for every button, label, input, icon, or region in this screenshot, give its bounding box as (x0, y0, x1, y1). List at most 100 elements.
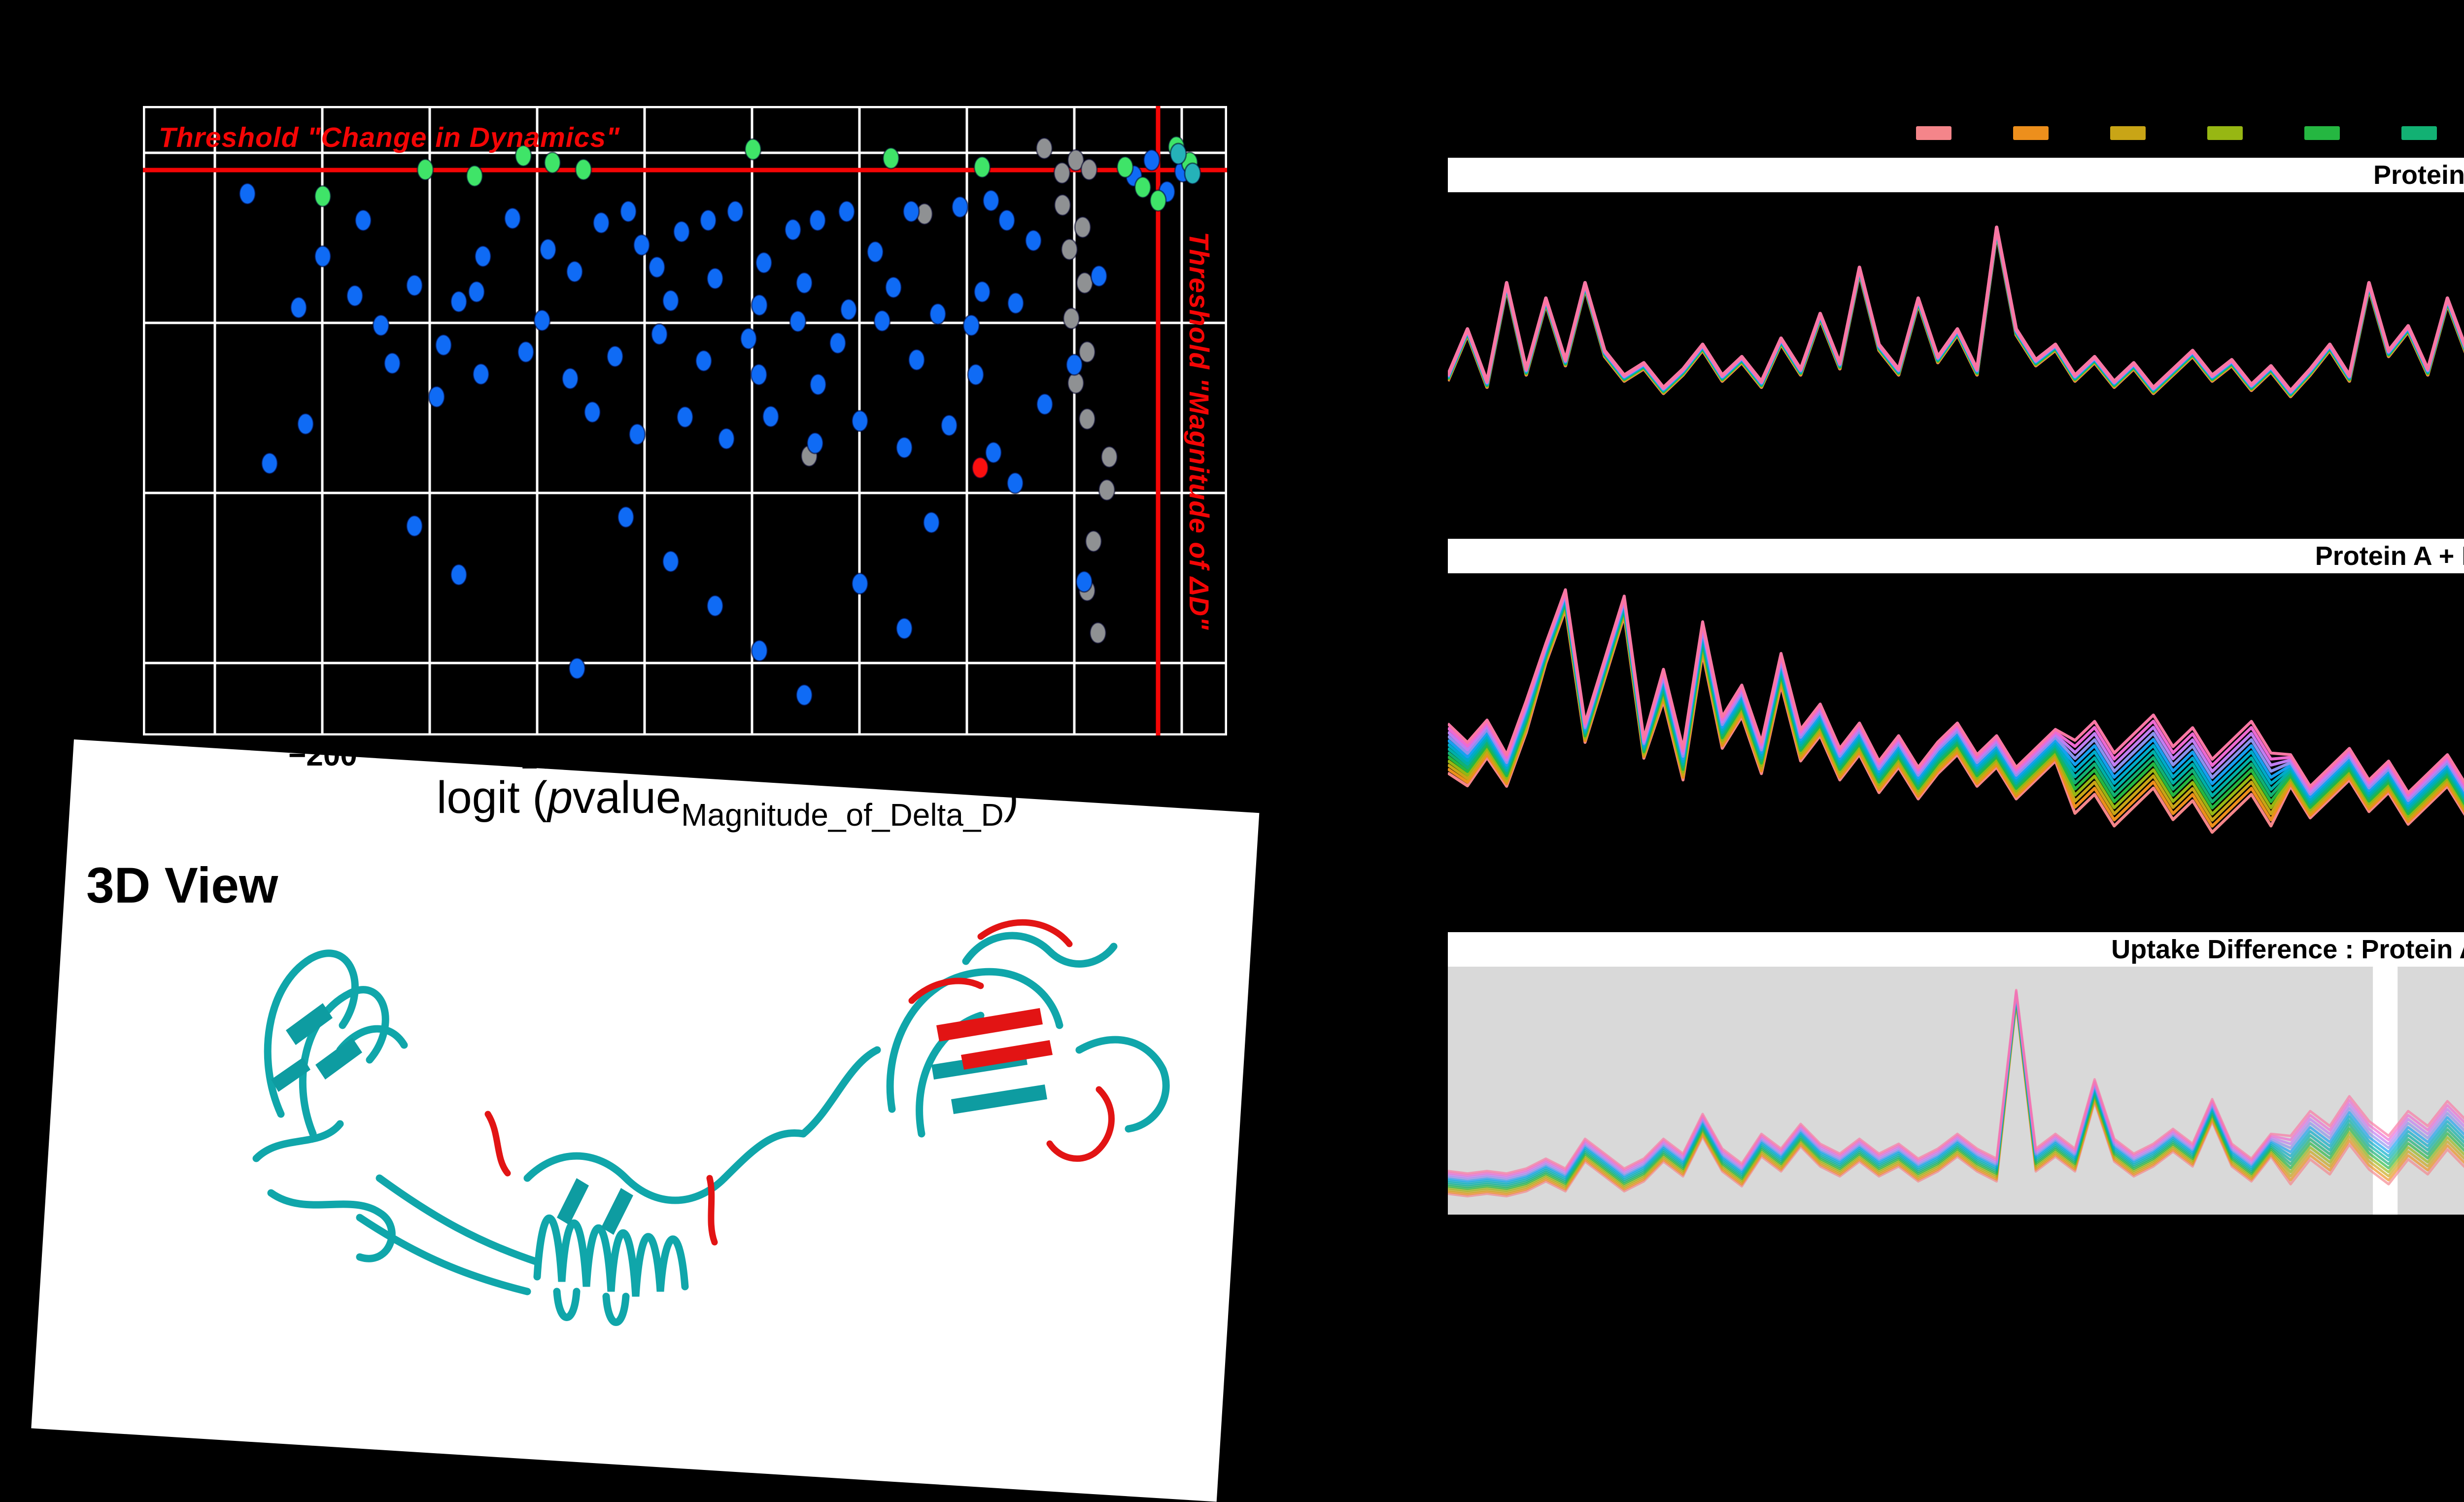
scatter-point-blue (751, 639, 768, 662)
volcano-plot[interactable] (143, 106, 1227, 735)
scatter-point-blue (789, 310, 807, 333)
scatter-point-blue (428, 385, 445, 408)
ribbon-strand-teal (267, 1189, 396, 1262)
threshold-dynamics-label: Threshold "Change in Dynamics" (159, 122, 620, 153)
scatter-point-blue (962, 314, 980, 337)
scatter-point-blue (1075, 570, 1093, 593)
scatter-point-green (744, 138, 762, 161)
scatter-point-blue (929, 303, 947, 325)
scatter-point-blue (383, 352, 401, 375)
ribbon-strand-red (706, 1175, 718, 1246)
scatter-point-blue (450, 563, 468, 586)
scatter-point-gray (1053, 162, 1071, 184)
scatter-point-red (971, 456, 989, 479)
protein-a-ligand-chart[interactable] (1448, 574, 2464, 891)
legend-swatch-4[interactable] (2207, 126, 2243, 140)
scatter-point-blue (885, 276, 902, 299)
legend-swatch-3[interactable] (2110, 126, 2146, 140)
protein-ribbon[interactable] (212, 902, 1266, 1339)
ribbon-sheet-teal (286, 1003, 333, 1045)
scatter-point-blue (838, 200, 856, 223)
uptake-line (1448, 999, 2464, 1194)
scatter-point-blue (468, 280, 485, 303)
ribbon-strand-teal (720, 1129, 807, 1182)
scatter-point-gray (1078, 341, 1096, 363)
scatter-point-blue (809, 373, 827, 396)
scatter-point-blue (592, 211, 610, 234)
scatter-point-gray (1076, 272, 1094, 294)
scatter-point-blue (372, 314, 390, 337)
ribbon-sheet-teal (315, 1038, 362, 1080)
uptake-line (1448, 998, 2464, 1192)
scatter-point-blue (566, 260, 583, 283)
scatter-point-green (466, 165, 483, 187)
x-axis-p: p (547, 772, 573, 823)
legend-swatch-5[interactable] (2304, 126, 2340, 140)
scatter-point-blue (973, 280, 991, 303)
scatter-point-blue (662, 550, 680, 573)
legend-swatch-1[interactable] (1916, 126, 1951, 140)
scatter-point-blue (628, 423, 646, 446)
volcano-canvas[interactable] (143, 106, 1227, 735)
scatter-point-blue (606, 345, 624, 368)
uptake-line (1448, 590, 2464, 797)
legend-swatch-6[interactable] (2401, 126, 2437, 140)
scatter-point-gray (1085, 530, 1102, 553)
scatter-point-blue (1090, 265, 1108, 287)
scatter-point-blue (1025, 229, 1042, 252)
uptake-line (1448, 994, 2464, 1185)
scatter-point-blue (982, 189, 1000, 212)
scatter-point-blue (809, 209, 826, 232)
ribbon-sheet-teal (601, 1188, 633, 1235)
uptake-line (1448, 988, 2464, 1175)
x-axis-logit: logit ( (437, 772, 548, 823)
protein-a-title-bar: Protein A (1448, 158, 2464, 192)
scatter-point-gray (1089, 622, 1107, 644)
scatter-point-green (544, 151, 561, 174)
ribbon-strand-teal (602, 1292, 630, 1326)
ribbon-sheet-red (961, 1040, 1053, 1070)
x-axis-close-paren: ) (1003, 772, 1019, 823)
ribbon-strand-red (484, 1111, 511, 1177)
scatter-point-blue (561, 367, 579, 390)
scatter-point-blue (617, 506, 635, 528)
x-tick-minus-200: −200 (288, 738, 357, 772)
threshold-magnitude-label: Threshold "Magnitude of ΔD" (1184, 232, 1215, 630)
scatter-point-blue (762, 405, 780, 428)
protein-a-ligand-title-bar: Protein A + Ligand (1448, 539, 2464, 573)
scatter-point-gray (1067, 149, 1085, 172)
scatter-point-green (1134, 176, 1152, 199)
scatter-point-blue (866, 241, 884, 263)
scatter-point-teal (1169, 142, 1187, 165)
scatter-point-gray (1100, 446, 1118, 468)
scatter-point-blue (346, 284, 364, 307)
scatter-point-green (575, 158, 592, 181)
timepoint-legend (1448, 123, 2464, 143)
scatter-point-blue (967, 363, 985, 386)
ribbon-strand-red (908, 978, 984, 1004)
ribbon-strand-teal (376, 1174, 541, 1266)
uptake-line (1448, 225, 2464, 392)
scatter-point-blue (676, 406, 694, 428)
uptake-difference-chart[interactable] (1448, 967, 2464, 1215)
scatter-point-green (1149, 189, 1167, 212)
ribbon-strand-red (977, 919, 1073, 947)
scatter-point-blue (474, 245, 492, 268)
x-tick-minus-100: −100 (503, 741, 572, 775)
scatter-point-blue (985, 441, 1002, 464)
scatter-point-blue (829, 332, 847, 354)
scatter-point-blue (873, 310, 891, 332)
ribbon-strand-teal (252, 1120, 344, 1162)
scatter-point-blue (1143, 149, 1161, 172)
scatter-point-blue (650, 323, 668, 346)
scatter-point-blue (539, 238, 557, 261)
uptake-line (1448, 995, 2464, 1187)
uptake-line (1448, 1000, 2464, 1196)
ribbon-strand-teal (799, 1046, 881, 1138)
legend-swatch-2[interactable] (2013, 126, 2049, 140)
scatter-point-blue (673, 220, 690, 243)
scatter-point-gray (1061, 238, 1078, 261)
scatter-point-blue (583, 401, 601, 423)
ribbon-sheet-teal (951, 1084, 1047, 1114)
protein-a-chart[interactable] (1448, 193, 2464, 501)
